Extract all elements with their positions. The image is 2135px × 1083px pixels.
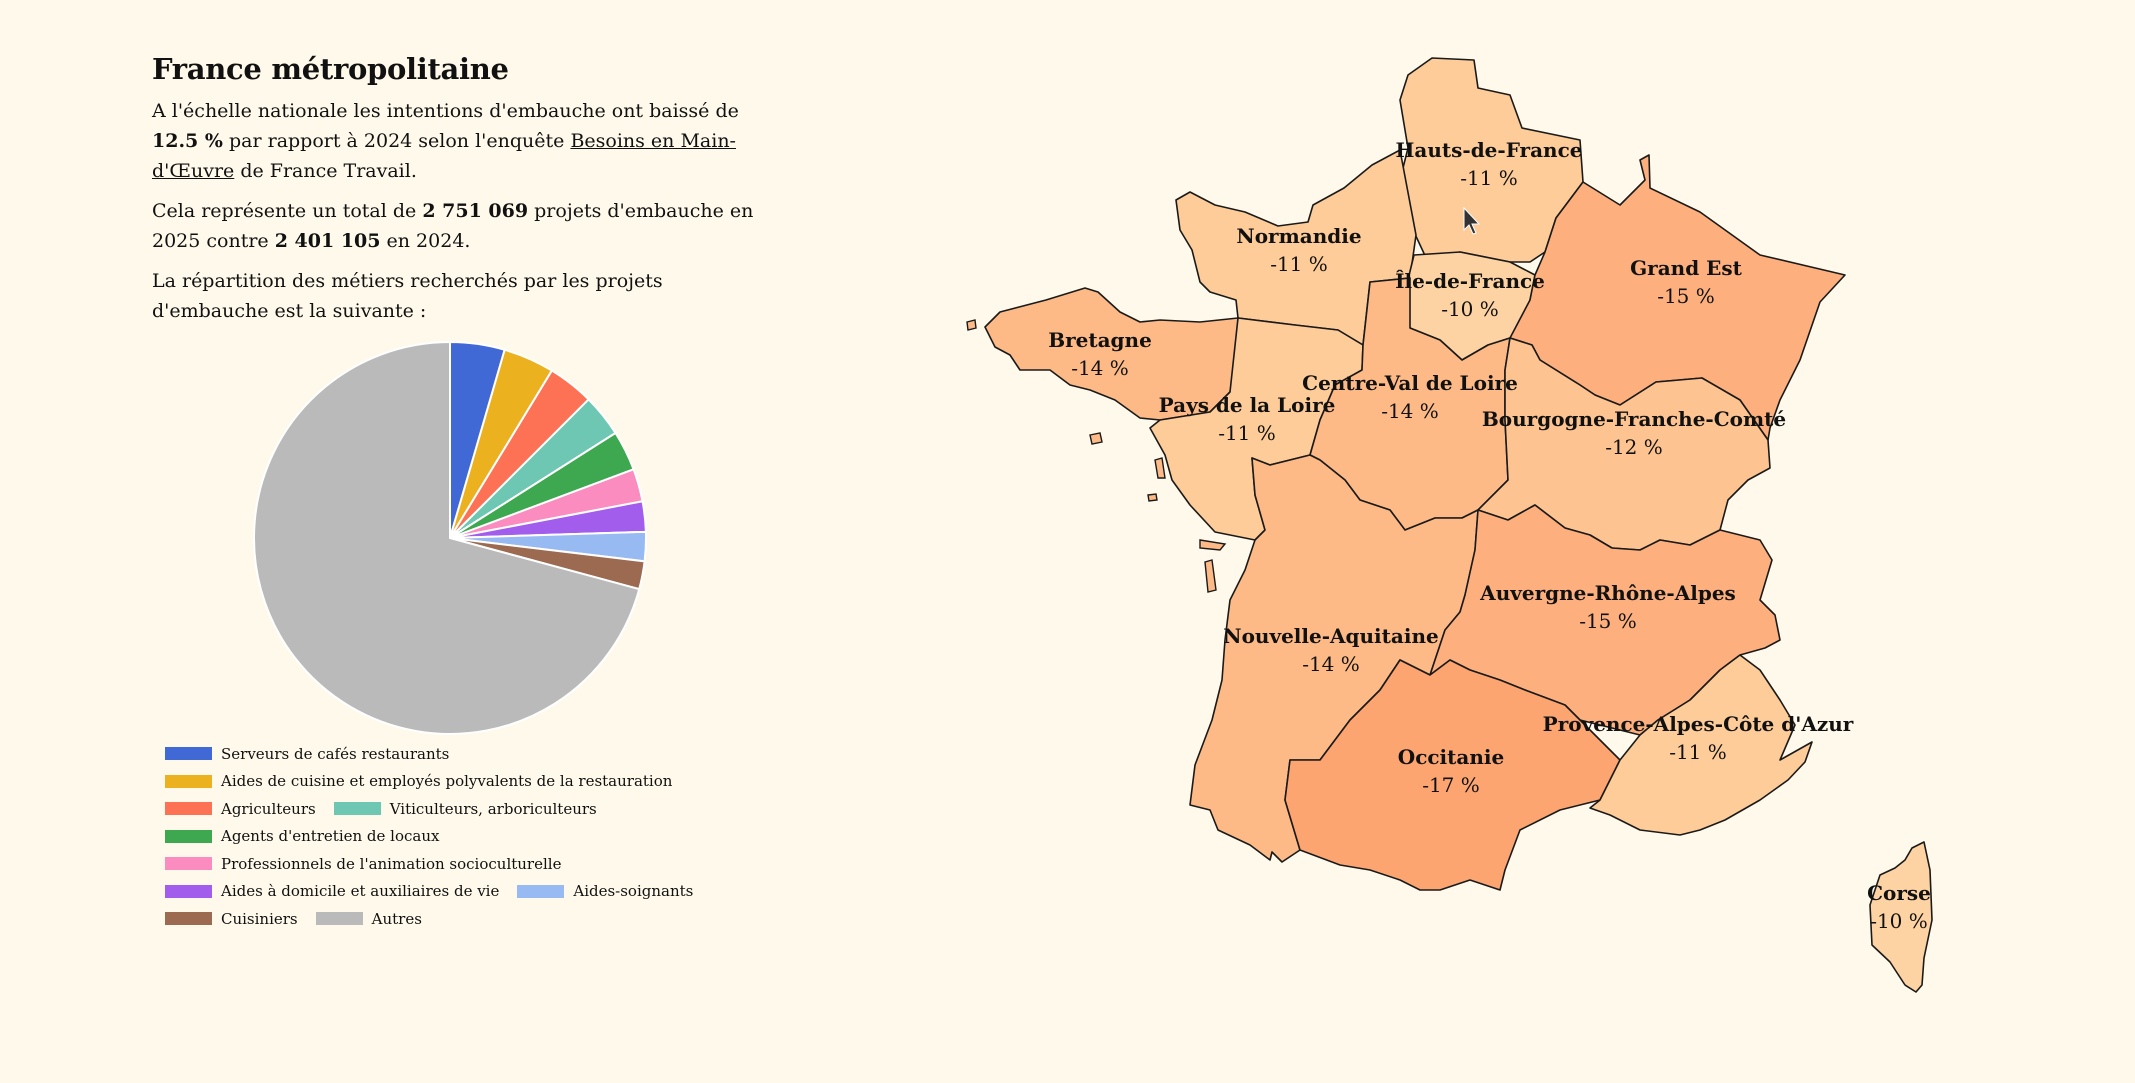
legend-swatch xyxy=(315,912,363,926)
legend-swatch xyxy=(333,802,381,816)
island-yeu xyxy=(1147,493,1158,502)
legend-swatch xyxy=(165,774,212,788)
intro-text-3: de France Travail. xyxy=(234,160,417,182)
decline-percent: 12.5 % xyxy=(152,130,223,152)
legend-label: Agents d'entretien de locaux xyxy=(221,827,440,846)
island-oleron xyxy=(1204,559,1217,593)
region-value-ge: -15 % xyxy=(1657,284,1715,308)
total-2024: 2 401 105 xyxy=(274,230,381,252)
total-text-3: en 2024. xyxy=(380,230,471,252)
legend-label: Professionnels de l'animation sociocultu… xyxy=(221,854,562,873)
region-label-na: Nouvelle-Aquitaine xyxy=(1223,624,1438,648)
region-label-ara: Auvergne-Rhône-Alpes xyxy=(1479,581,1736,605)
legend-swatch xyxy=(165,884,212,898)
legend-label: Aides à domicile et auxiliaires de vie xyxy=(221,882,500,901)
jobs-pie-chart xyxy=(253,340,647,735)
legend-item-aides-de-cuisine-et-employes-polyvalents-de-la-restauration[interactable]: Aides de cuisine et employés polyvalents… xyxy=(165,772,672,790)
legend-label: Aides de cuisine et employés polyvalents… xyxy=(221,772,673,791)
region-value-paca: -11 % xyxy=(1669,740,1727,764)
legend-item-aides-soignants[interactable]: Aides-soignants xyxy=(517,882,693,900)
island-re xyxy=(1199,539,1227,551)
pie-slice-autres[interactable] xyxy=(253,340,641,735)
region-label-bfc: Bourgogne-Franche-Comté xyxy=(1482,407,1786,431)
legend-item-cuisiniers[interactable]: Cuisiniers xyxy=(165,910,298,928)
region-label-pdl: Pays de la Loire xyxy=(1159,393,1336,417)
bmo-survey-link[interactable]: Besoins en Main-d'Œuvre xyxy=(152,130,736,182)
legend-row: Aides de cuisine et employés polyvalents… xyxy=(165,768,711,796)
island-belle-ile xyxy=(1089,432,1103,445)
distribution-intro: La répartition des métiers recherchés pa… xyxy=(152,270,663,322)
region-label-nor: Normandie xyxy=(1236,224,1361,248)
region-value-nor: -11 % xyxy=(1270,252,1328,276)
legend-swatch xyxy=(165,857,212,871)
region-label-bre: Bretagne xyxy=(1048,328,1152,352)
legend-label: Cuisiniers xyxy=(221,909,298,928)
legend-row: Agriculteurs Viticulteurs, arboriculteurs xyxy=(165,795,711,823)
legend-label: Viticulteurs, arboriculteurs xyxy=(389,799,597,818)
info-panel: France métropolitaine A l'échelle nation… xyxy=(152,52,772,326)
region-label-hdf: Hauts-de-France xyxy=(1396,138,1583,162)
region-value-hdf: -11 % xyxy=(1460,166,1518,190)
legend-label: Autres xyxy=(371,909,422,928)
legend-label: Agriculteurs xyxy=(221,799,316,818)
legend-item-autres[interactable]: Autres xyxy=(315,909,422,928)
legend-row: Cuisiniers Autres xyxy=(165,905,711,933)
region-label-occ: Occitanie xyxy=(1398,745,1504,769)
legend-item-viticulteurs-arboriculteurs[interactable]: Viticulteurs, arboriculteurs xyxy=(333,799,597,818)
region-cor[interactable] xyxy=(1869,841,1933,993)
legend-item-agriculteurs[interactable]: Agriculteurs xyxy=(165,800,316,818)
legend-row: Agents d'entretien de locaux xyxy=(165,823,711,851)
island-noirmoutier xyxy=(1154,457,1166,479)
intro-text-1: A l'échelle nationale les intentions d'e… xyxy=(152,100,739,122)
region-paca[interactable] xyxy=(1589,654,1813,836)
total-text-1: Cela représente un total de xyxy=(152,200,423,222)
region-label-cvl: Centre-Val de Loire xyxy=(1302,371,1518,395)
intro-text-2: par rapport à 2024 selon l'enquête xyxy=(222,130,571,152)
island-ushant xyxy=(966,319,977,331)
region-label-ge: Grand Est xyxy=(1630,256,1743,280)
legend-item-serveurs-de-cafes-restaurants[interactable]: Serveurs de cafés restaurants xyxy=(165,745,449,763)
legend-swatch xyxy=(517,884,565,898)
pie-legend: Serveurs de cafés restaurants Aides de cu… xyxy=(165,740,711,933)
region-label-paca: Provence-Alpes-Côte d'Azur xyxy=(1543,712,1854,736)
legend-swatch xyxy=(165,802,212,816)
region-label-cor: Corse xyxy=(1867,881,1931,905)
region-value-idf: -10 % xyxy=(1441,297,1499,321)
legend-row: Professionnels de l'animation sociocultu… xyxy=(165,850,711,878)
region-value-pdl: -11 % xyxy=(1218,421,1276,445)
legend-row: Serveurs de cafés restaurants xyxy=(165,740,711,768)
legend-swatch xyxy=(165,829,212,843)
legend-label: Aides-soignants xyxy=(573,882,694,901)
legend-label: Serveurs de cafés restaurants xyxy=(221,744,450,763)
legend-swatch xyxy=(165,912,212,926)
mouse-cursor-icon xyxy=(1463,206,1481,235)
region-label-idf: Île-de-France xyxy=(1395,269,1545,293)
total-paragraph: Cela représente un total de 2 751 069 pr… xyxy=(152,196,772,256)
region-value-occ: -17 % xyxy=(1422,773,1480,797)
total-2025: 2 751 069 xyxy=(422,200,529,222)
region-value-cor: -10 % xyxy=(1870,909,1928,933)
region-value-na: -14 % xyxy=(1302,652,1360,676)
region-value-ara: -15 % xyxy=(1579,609,1637,633)
region-value-bre: -14 % xyxy=(1071,356,1129,380)
region-value-bfc: -12 % xyxy=(1605,435,1663,459)
page-title: France métropolitaine xyxy=(152,52,509,86)
intro-paragraph: A l'échelle nationale les intentions d'e… xyxy=(152,96,772,186)
legend-swatch xyxy=(165,747,212,761)
legend-item-professionnels-de-l-animation-socioculturelle[interactable]: Professionnels de l'animation sociocultu… xyxy=(165,855,561,873)
legend-item-aides-a-domicile-et-auxiliaires-de-vie[interactable]: Aides à domicile et auxiliaires de vie xyxy=(165,882,499,900)
total-text-2: projets d'embauche en 2025 contre xyxy=(152,200,754,252)
legend-item-agents-d-entretien-de-locaux[interactable]: Agents d'entretien de locaux xyxy=(165,827,439,845)
region-value-cvl: -14 % xyxy=(1381,399,1439,423)
legend-row: Aides à domicile et auxiliaires de vie Ai… xyxy=(165,878,711,906)
